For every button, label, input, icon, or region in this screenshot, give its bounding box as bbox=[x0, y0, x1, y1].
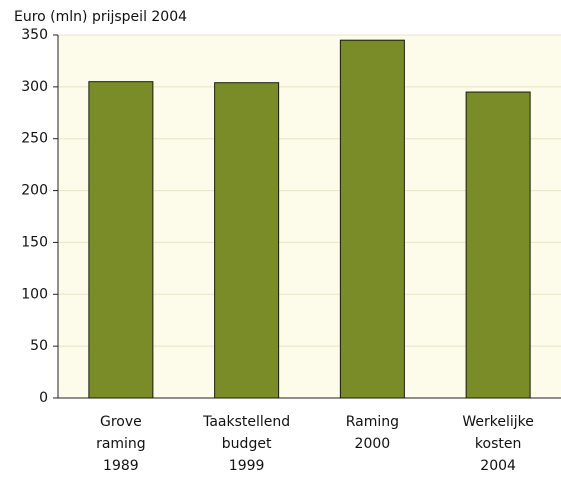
bar bbox=[465, 91, 531, 399]
y-tick-label: 300 bbox=[21, 79, 48, 95]
x-tick-label: Raming bbox=[346, 414, 399, 430]
x-tick-label: 2000 bbox=[355, 436, 391, 452]
x-tick-label: raming bbox=[96, 436, 146, 452]
x-tick-label: 2004 bbox=[480, 458, 516, 474]
bar bbox=[88, 81, 154, 399]
bar bbox=[214, 82, 280, 399]
x-tick-label: Taakstellend bbox=[202, 414, 290, 430]
chart-title: Euro (mln) prijspeil 2004 bbox=[14, 9, 187, 25]
y-tick-label: 250 bbox=[21, 131, 48, 147]
x-tick-label: budget bbox=[222, 436, 272, 452]
x-tick-label: Werkelijke bbox=[462, 414, 534, 430]
bar bbox=[339, 39, 405, 399]
y-tick-label: 0 bbox=[39, 390, 48, 406]
y-tick-label: 150 bbox=[21, 234, 48, 250]
y-tick-label: 350 bbox=[21, 27, 48, 43]
y-tick-label: 100 bbox=[21, 286, 48, 302]
y-tick-label: 200 bbox=[21, 183, 48, 199]
x-tick-label: 1989 bbox=[103, 458, 139, 474]
x-tick-label: Grove bbox=[100, 414, 142, 430]
y-tick-label: 50 bbox=[30, 338, 48, 354]
x-tick-label: kosten bbox=[475, 436, 521, 452]
x-tick-label: 1999 bbox=[229, 458, 265, 474]
